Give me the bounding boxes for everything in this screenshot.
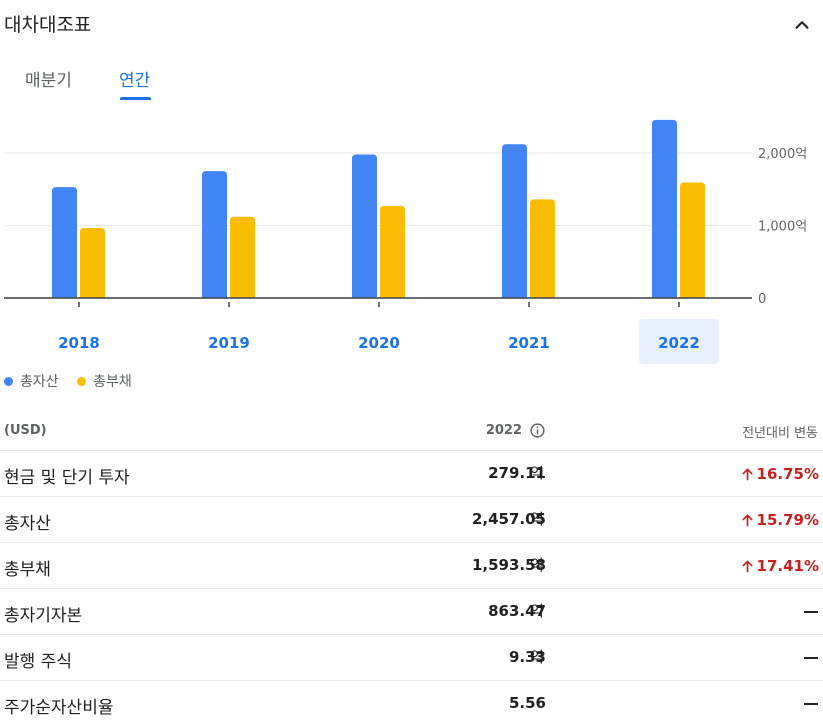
legend-dot-assets xyxy=(4,376,13,386)
bar-total-liabilities xyxy=(530,199,555,298)
row-change: 16.75% xyxy=(741,465,819,483)
selected-year-highlight xyxy=(639,319,719,364)
legend-label-assets: 총자산 xyxy=(20,374,59,390)
row-unit: 억 xyxy=(530,556,544,574)
bar-total-assets xyxy=(202,171,227,298)
period-tabs: 매분기 연간 xyxy=(0,62,823,102)
no-change-dash xyxy=(804,657,818,659)
row-label: 주가순자산비율 xyxy=(4,698,114,718)
currency-header: (USD) xyxy=(4,423,47,438)
x-tick-label-2018[interactable]: 2018 xyxy=(58,334,100,352)
table-row-cash-short-term-investments: 현금 및 단기 투자 279.11 억 16.75% xyxy=(0,451,823,497)
row-change-value: 15.79% xyxy=(756,511,819,529)
row-unit: 억 xyxy=(530,602,544,620)
x-tick-label-2021[interactable]: 2021 xyxy=(508,334,550,352)
table-row-total-equity: 총자기자본 863.47 억 xyxy=(0,589,823,635)
table-row-price-to-book: 주가순자산비율 5.56 xyxy=(0,681,823,726)
y-tick-label: 2,000억 xyxy=(758,147,807,162)
chart-legend: 총자산 총부채 xyxy=(4,371,146,391)
bar-total-liabilities xyxy=(680,182,705,298)
table-row-total-liabilities: 총부채 1,593.58 억 17.41% xyxy=(0,543,823,589)
year-header: 2022 xyxy=(485,423,522,438)
tab-annual[interactable]: 연간 xyxy=(119,71,151,91)
legend-label-liabilities: 총부채 xyxy=(93,374,132,390)
bar-total-assets xyxy=(352,154,377,298)
chevron-up-icon[interactable] xyxy=(791,14,813,36)
row-value: 9.33 xyxy=(508,648,546,666)
table-row-shares-outstanding: 발행 주식 9.33 억 xyxy=(0,635,823,681)
table-row-total-assets: 총자산 2,457.05 억 15.79% xyxy=(0,497,823,543)
row-change-value: 16.75% xyxy=(756,465,819,483)
legend-item-liabilities: 총부채 xyxy=(77,371,132,391)
row-value: 863.47 xyxy=(488,602,546,620)
bar-total-assets xyxy=(652,119,677,298)
row-change: 17.41% xyxy=(741,557,819,575)
selected-tab-indicator xyxy=(120,97,151,100)
row-label: 발행 주식 xyxy=(4,652,72,672)
y-tick-label: 0 xyxy=(758,292,766,307)
row-change: 15.79% xyxy=(741,511,819,529)
row-label: 총부채 xyxy=(4,560,51,580)
bar-total-liabilities xyxy=(80,228,105,298)
row-change-value: 17.41% xyxy=(756,557,819,575)
row-label: 총자기자본 xyxy=(4,606,83,626)
tab-quarterly[interactable]: 매분기 xyxy=(25,71,72,91)
row-unit: 억 xyxy=(530,648,544,666)
info-icon[interactable] xyxy=(529,422,546,439)
balance-sheet-chart: 2,000억 1,000억 0 2018 2019 2020 2021 2022 xyxy=(4,119,807,364)
section-title: 대차대조표 xyxy=(4,14,92,36)
row-value: 5.56 xyxy=(508,694,546,712)
x-tick-label-2019[interactable]: 2019 xyxy=(208,334,250,352)
row-value: 2,457.05 xyxy=(471,510,546,528)
row-unit: 억 xyxy=(530,464,544,482)
bar-total-liabilities xyxy=(380,205,405,298)
x-tick-label-2022[interactable]: 2022 xyxy=(658,334,700,352)
no-change-dash xyxy=(804,703,818,705)
row-label: 총자산 xyxy=(4,514,51,534)
row-value: 279.11 xyxy=(488,464,546,482)
legend-item-assets: 총자산 xyxy=(4,371,59,391)
arrow-up-icon xyxy=(742,514,753,527)
row-unit: 억 xyxy=(530,510,544,528)
table-header: (USD) 2022 전년대비 변동 xyxy=(0,410,823,451)
balance-sheet-table: (USD) 2022 전년대비 변동 현금 및 단기 투자 279.11 억 16.7… xyxy=(0,410,823,726)
row-label: 현금 및 단기 투자 xyxy=(4,468,130,488)
bar-total-liabilities xyxy=(230,216,255,298)
yoy-change-header: 전년대비 변동 xyxy=(742,426,818,441)
arrow-up-icon xyxy=(742,468,753,481)
row-value: 1,593.58 xyxy=(471,556,546,574)
legend-dot-liabilities xyxy=(77,376,87,386)
balance-sheet-header: 대차대조표 xyxy=(0,0,823,50)
bar-total-assets xyxy=(52,187,77,298)
arrow-up-icon xyxy=(742,560,753,573)
y-tick-label: 1,000억 xyxy=(758,220,807,235)
x-tick-label-2020[interactable]: 2020 xyxy=(358,334,400,352)
no-change-dash xyxy=(804,611,818,613)
bar-total-assets xyxy=(502,144,527,298)
